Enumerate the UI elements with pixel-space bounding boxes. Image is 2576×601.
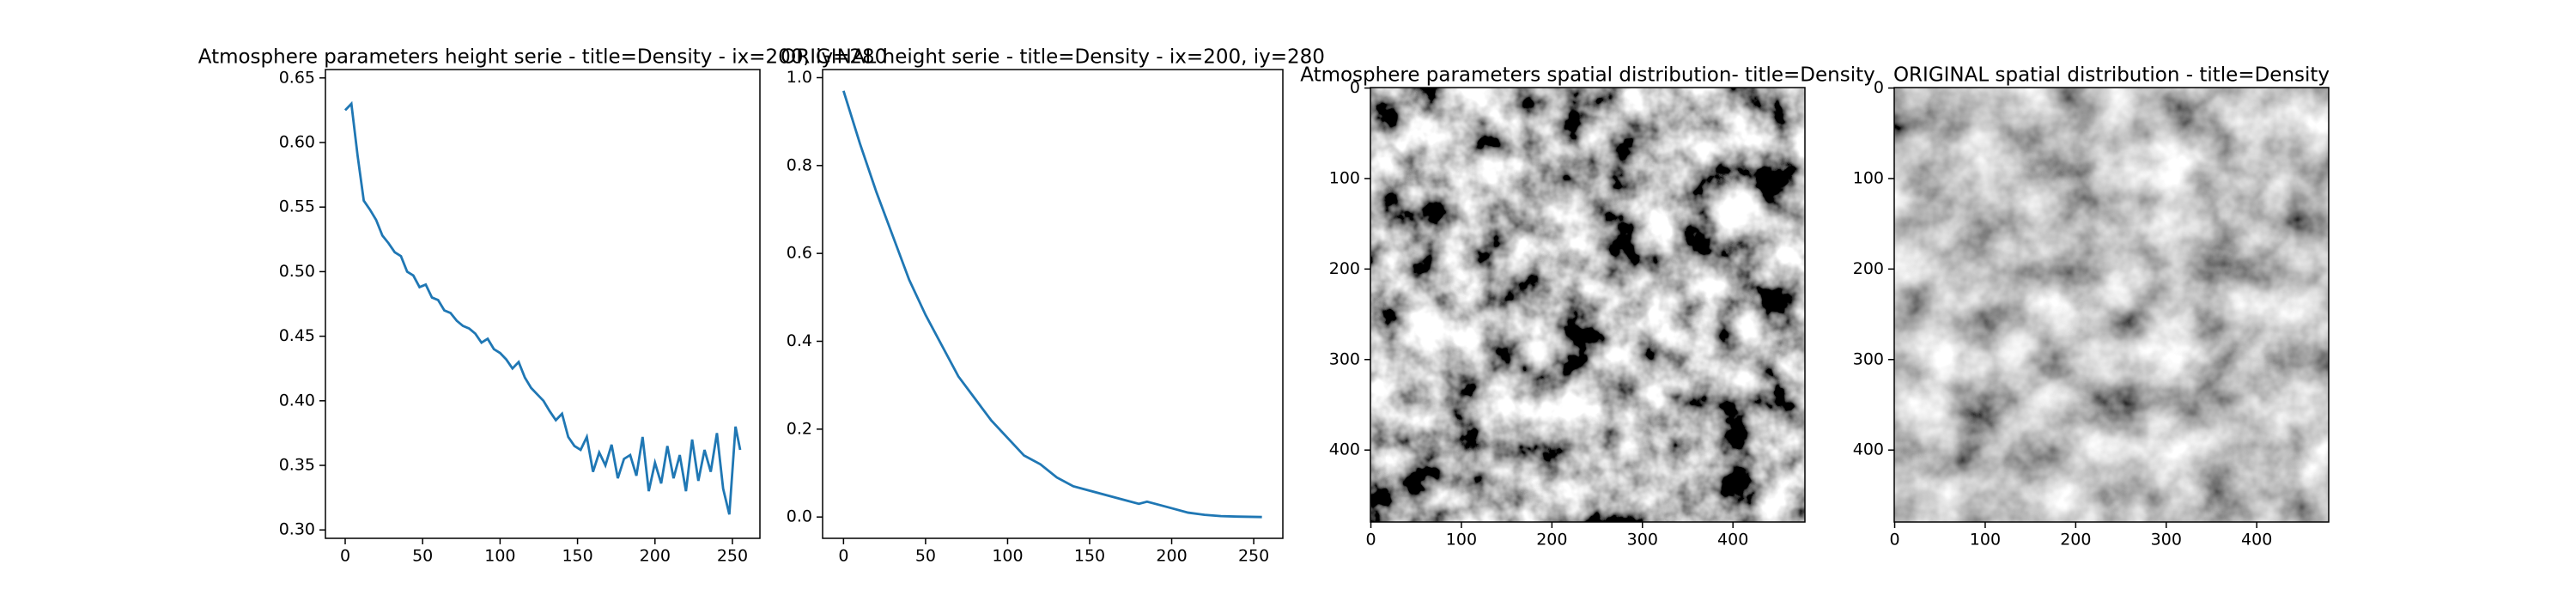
x-tick-label: 250 [1238, 547, 1269, 566]
y-tick-label: 100 [1853, 168, 1884, 187]
y-tick-label: 0 [1350, 78, 1360, 97]
y-tick-label: 0.4 [787, 331, 812, 350]
y-tick-label: 0.2 [787, 419, 812, 438]
x-tick-label: 100 [1970, 531, 2001, 549]
y-tick-label: 0.8 [787, 155, 812, 174]
x-tick-label: 200 [2060, 531, 2091, 549]
chart-title: Atmosphere parameters spatial distributi… [1300, 64, 1875, 87]
y-tick-label: 0.60 [279, 132, 315, 151]
density-image [1894, 88, 2329, 522]
y-tick-label: 400 [1329, 440, 1360, 459]
x-tick-label: 0 [1889, 531, 1899, 549]
y-tick-label: 0 [1874, 78, 1884, 97]
y-tick-label: 200 [1329, 259, 1360, 278]
x-tick-label: 100 [1446, 531, 1477, 549]
y-tick-label: 0.30 [279, 520, 315, 539]
y-tick-label: 1.0 [787, 68, 812, 87]
chart-title: ORIGINAL height serie - title=Density - … [781, 46, 1325, 69]
y-tick-label: 400 [1853, 440, 1884, 459]
x-tick-label: 0 [1365, 531, 1376, 549]
x-tick-label: 300 [1627, 531, 1658, 549]
axes-frame [1893, 87, 2330, 523]
y-tick-label: 0.50 [279, 262, 315, 281]
chart-title: Atmosphere parameters height serie - tit… [198, 46, 888, 69]
chart-title: ORIGINAL spatial distribution - title=De… [1893, 64, 2330, 87]
y-tick-label: 0.55 [279, 197, 315, 216]
x-tick-label: 200 [640, 547, 671, 566]
x-tick-label: 200 [1156, 547, 1187, 566]
y-tick-label: 300 [1853, 349, 1884, 368]
x-tick-label: 200 [1536, 531, 1567, 549]
x-tick-label: 0 [838, 547, 848, 566]
y-tick-label: 0.0 [787, 507, 812, 526]
y-tick-label: 200 [1853, 259, 1884, 278]
y-tick-label: 0.45 [279, 326, 315, 345]
y-tick-label: 0.6 [787, 244, 812, 263]
y-tick-label: 300 [1329, 349, 1360, 368]
x-tick-label: 150 [562, 547, 592, 566]
x-tick-label: 50 [412, 547, 433, 566]
x-tick-label: 400 [1717, 531, 1748, 549]
axes-frame [1370, 87, 1806, 523]
line [343, 100, 742, 515]
x-tick-label: 0 [340, 547, 350, 566]
density-image [1370, 88, 1805, 522]
y-tick-label: 0.65 [279, 68, 315, 87]
x-tick-label: 50 [915, 547, 936, 566]
x-tick-label: 250 [717, 547, 748, 566]
x-tick-label: 300 [2151, 531, 2182, 549]
line [842, 90, 1262, 519]
x-tick-label: 150 [1074, 547, 1105, 566]
y-tick-label: 0.40 [279, 391, 315, 410]
x-tick-label: 400 [2241, 531, 2272, 549]
y-tick-label: 0.35 [279, 456, 315, 475]
axes-frame [325, 69, 761, 539]
x-tick-label: 100 [484, 547, 515, 566]
x-tick-label: 100 [992, 547, 1023, 566]
axes-frame [822, 69, 1284, 539]
y-tick-label: 100 [1329, 168, 1360, 187]
